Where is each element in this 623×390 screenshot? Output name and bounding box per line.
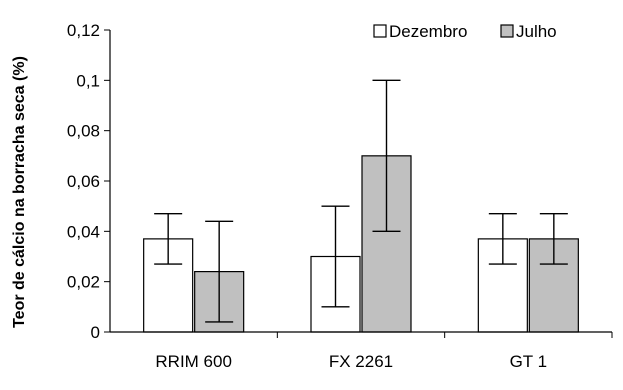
- y-tick-label: 0,06: [67, 172, 100, 191]
- x-tick-label: GT 1: [510, 352, 547, 371]
- x-tick-label: FX 2261: [329, 352, 393, 371]
- y-tick-label: 0,1: [76, 71, 100, 90]
- legend-swatch-julho: [500, 24, 514, 38]
- bars: [143, 155, 579, 333]
- y-tick-label: 0,08: [67, 122, 100, 141]
- legend-swatch-dezembro: [373, 24, 387, 38]
- y-tick-label: 0,02: [67, 273, 100, 292]
- error-bars: [154, 79, 568, 323]
- x-axis-ticks: RRIM 600 FX 2261 GT 1: [155, 352, 547, 371]
- y-tick-label: 0,12: [67, 21, 100, 40]
- error-bar-dezembro-3: [488, 213, 517, 265]
- y-axis-label: Teor de cálcio na borracha seca (%): [11, 56, 28, 328]
- error-bar-dezembro-1: [154, 213, 183, 265]
- legend: Dezembro Julho: [373, 22, 557, 41]
- legend-label-julho: Julho: [516, 22, 557, 41]
- y-tick-label: 0,04: [67, 222, 100, 241]
- error-bar-julho-1: [205, 220, 234, 323]
- legend-label-dezembro: Dezembro: [389, 22, 467, 41]
- error-bar-julho-3: [539, 213, 568, 265]
- axes: [104, 29, 613, 338]
- x-tick-label: RRIM 600: [155, 352, 232, 371]
- error-bar-julho-2: [372, 79, 401, 233]
- y-axis-ticks: 0 0,02 0,04 0,06 0,08 0,1 0,12: [67, 21, 100, 342]
- error-bar-dezembro-2: [321, 205, 350, 308]
- y-tick-label: 0: [91, 323, 100, 342]
